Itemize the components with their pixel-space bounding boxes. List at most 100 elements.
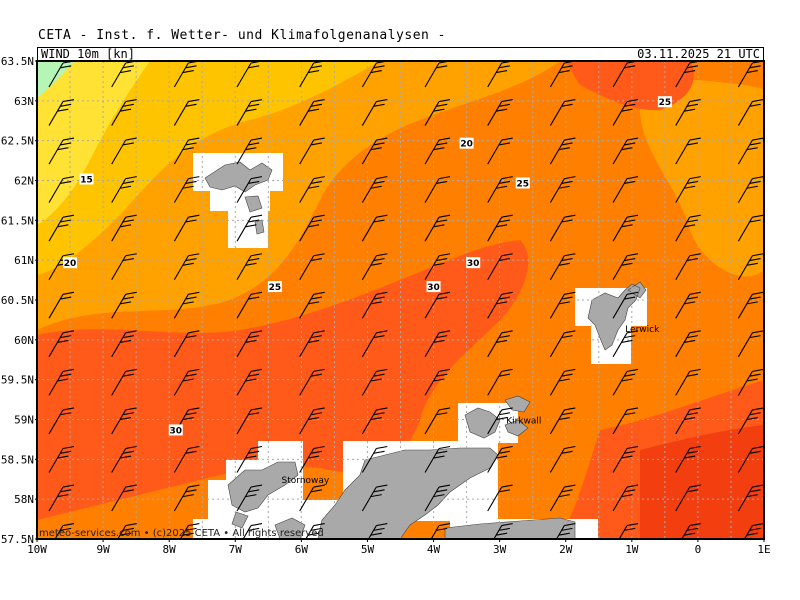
- wind-barb: [173, 176, 200, 203]
- wind-barb: [48, 291, 75, 319]
- chart-header-title: CETA - Inst. f. Wetter- und Klimafolgena…: [38, 28, 447, 43]
- wind-barb: [675, 407, 701, 435]
- wind-barb: [236, 137, 263, 165]
- wind-barb: [299, 330, 325, 358]
- wind-barb: [737, 99, 764, 126]
- wind-barb: [555, 523, 576, 539]
- wind-barb: [299, 214, 325, 242]
- wind-barb: [111, 214, 137, 242]
- wind-barb: [612, 445, 639, 473]
- field-10-15: [37, 61, 150, 225]
- lat-tick-label: 60.5N: [1, 294, 34, 307]
- wind-barb: [48, 176, 75, 203]
- contour-label: 25: [269, 283, 282, 293]
- wind-barb: [111, 176, 137, 203]
- wind-barb: [549, 137, 576, 165]
- wind-barb: [737, 484, 764, 512]
- contour-label: 15: [80, 176, 93, 186]
- wind-barb: [299, 291, 325, 319]
- lat-tick-label: 58N: [14, 493, 34, 506]
- contour-label-bg: [657, 96, 672, 108]
- wind-barb: [549, 214, 576, 242]
- map-labels: 15 20 25 20 25 25 30 30 30 Lerwick Kirkwall Stornow…: [63, 96, 672, 486]
- wind-barb: [737, 214, 764, 242]
- wind-barb: [299, 484, 325, 512]
- wind-barb: [675, 484, 701, 512]
- wind-barb: [179, 523, 200, 539]
- wind-barb: [236, 291, 263, 319]
- wind-barb: [487, 291, 513, 319]
- wind-barb: [299, 407, 325, 435]
- wind-barb: [424, 214, 451, 242]
- wind-barb: [612, 176, 639, 203]
- wind-barb: [487, 137, 513, 165]
- wind-barb: [48, 445, 75, 473]
- wind-barb: [675, 291, 701, 319]
- wind-barb: [236, 445, 263, 473]
- wind-barb: [424, 137, 451, 165]
- wind-barb: [424, 253, 451, 281]
- wind-barb: [618, 523, 639, 539]
- wind-barb: [173, 137, 200, 165]
- wind-barb: [675, 137, 701, 165]
- wind-barb: [173, 330, 200, 358]
- wind-barb: [424, 484, 451, 512]
- wind-barb: [111, 253, 137, 281]
- wind-barb: [737, 407, 764, 435]
- wind-barb: [487, 253, 513, 281]
- wind-barb: [549, 330, 576, 358]
- wind-barb: [612, 137, 639, 165]
- wind-barb: [549, 445, 576, 473]
- wind-barb: [299, 137, 325, 165]
- lat-tick-label: 61.5N: [1, 214, 34, 227]
- wind-barb: [612, 484, 639, 512]
- contour-label-bg: [63, 257, 78, 269]
- field-below-10: [37, 61, 75, 98]
- wind-barb: [612, 368, 639, 396]
- wind-barb: [48, 330, 75, 358]
- wind-barb: [549, 176, 576, 203]
- wind-barb: [299, 445, 325, 473]
- wind-barb: [681, 523, 701, 539]
- place-label: Kirkwall: [506, 416, 541, 426]
- mask-scotland-7: [193, 519, 233, 539]
- wind-barb: [173, 253, 200, 281]
- contour-label: 20: [64, 259, 77, 269]
- wind-barb: [675, 99, 701, 126]
- lon-tick-label: 7W: [229, 543, 243, 556]
- wind-barb: [675, 330, 701, 358]
- wind-barb: [299, 368, 325, 396]
- wind-barb: [493, 523, 513, 539]
- skye: [274, 517, 306, 539]
- wind-barb: [111, 330, 137, 358]
- wind-barb: [612, 99, 639, 126]
- product-bar: WIND 10m [kn] 03.11.2025 21 UTC: [37, 47, 764, 61]
- wind-barb: [173, 291, 200, 319]
- contour-label-bg: [459, 137, 474, 149]
- lon-tick-label: 3W: [493, 543, 507, 556]
- contour-label: 20: [460, 140, 473, 150]
- wind-barb: [737, 253, 764, 281]
- lat-tick-label: 60N: [14, 334, 34, 347]
- wind-barb: [549, 484, 576, 512]
- place-label: Stornoway: [282, 476, 330, 486]
- wind-barb: [549, 253, 576, 281]
- wind-barb: [361, 99, 388, 126]
- wind-barb: [361, 407, 388, 435]
- contour-label: 30: [170, 426, 183, 436]
- wind-barb: [549, 368, 576, 396]
- lat-tick-label: 63.5N: [1, 55, 34, 68]
- wind-barb: [361, 330, 388, 358]
- wind-barb: [236, 330, 263, 358]
- wind-barb: [675, 253, 701, 281]
- wind-barb: [549, 291, 576, 319]
- wind-barb: [361, 214, 388, 242]
- wind-barb: [361, 176, 388, 203]
- wind-barb: [361, 253, 388, 281]
- wind-barb: [549, 407, 576, 435]
- wind-barb: [48, 137, 75, 165]
- lewis: [227, 461, 299, 529]
- wind-barb: [236, 407, 263, 435]
- wind-barb: [737, 368, 764, 396]
- wind-barb: [612, 407, 639, 435]
